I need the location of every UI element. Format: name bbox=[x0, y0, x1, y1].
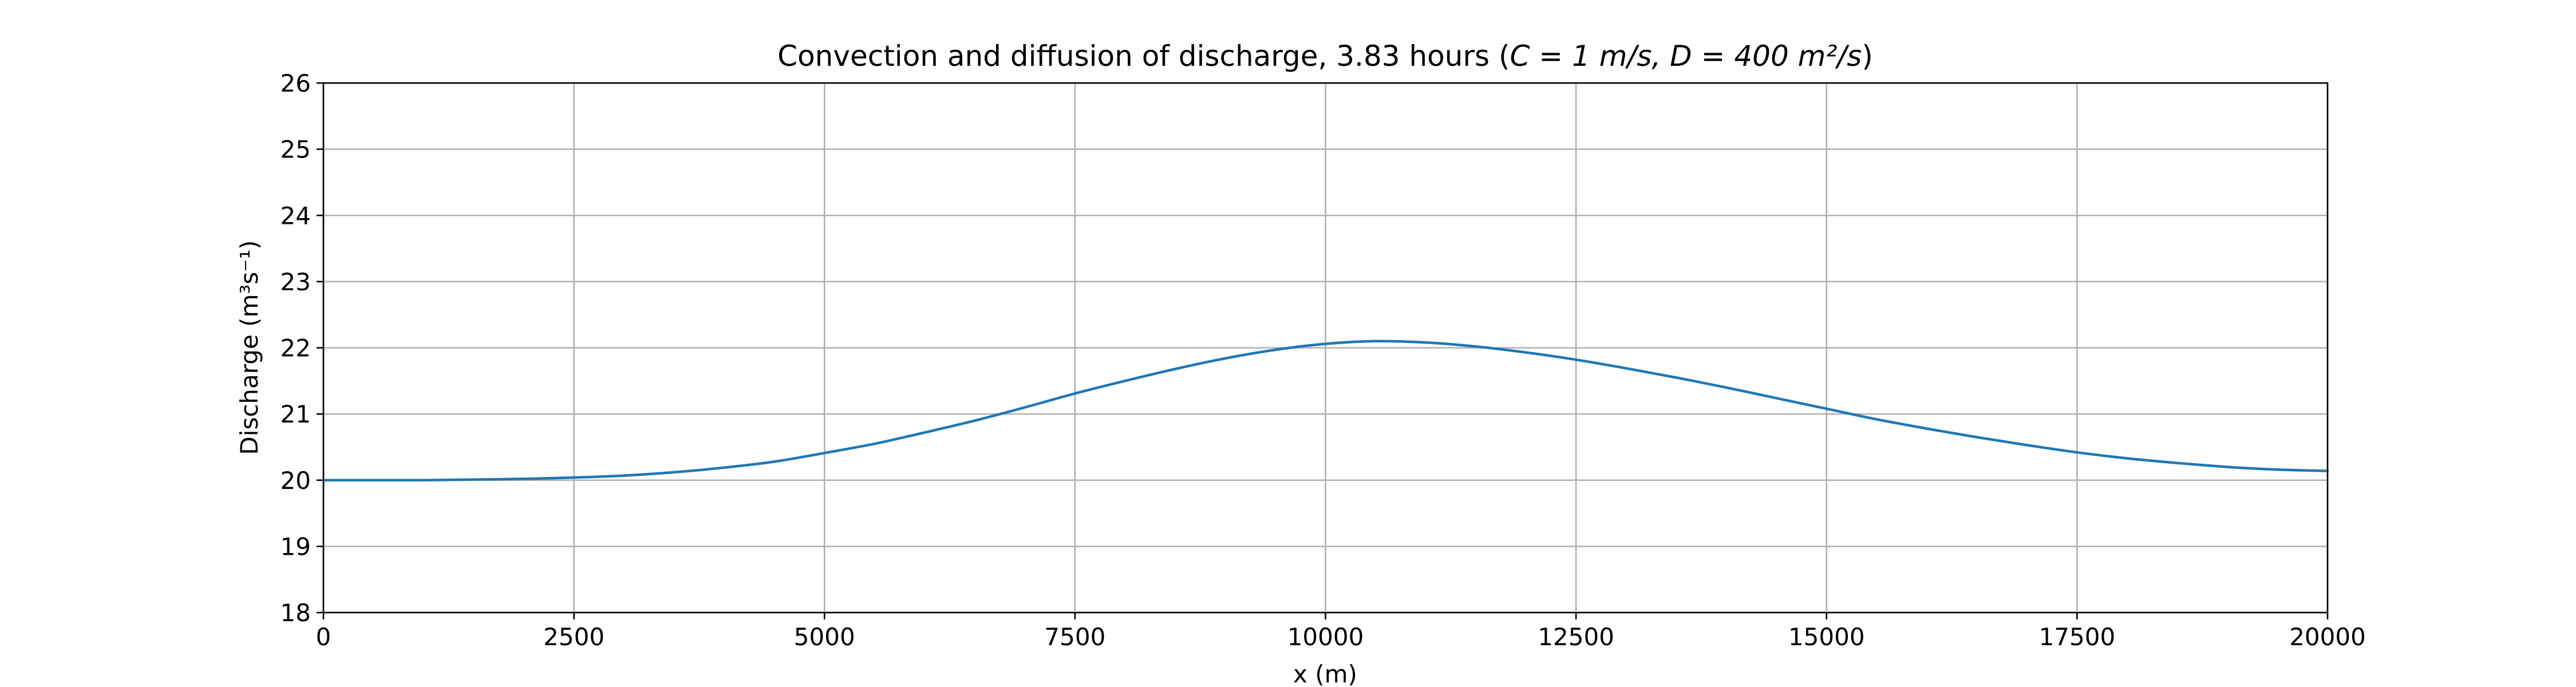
x-axis-ticks: 0 2500 5000 7500 10000 12500 15000 17500 20000 bbox=[316, 613, 2366, 651]
x-tick-label: 15000 bbox=[1788, 623, 1865, 651]
y-tick-label: 26 bbox=[280, 69, 311, 97]
chart-title-close: ) bbox=[1862, 40, 1873, 73]
y-axis-ticks: 18 19 20 21 22 23 24 25 26 bbox=[280, 69, 323, 627]
y-tick-label: 19 bbox=[280, 532, 311, 560]
series-line bbox=[322, 339, 2329, 482]
y-axis-label: Discharge (m³s⁻¹) bbox=[235, 240, 263, 455]
plot-area bbox=[322, 339, 2329, 482]
x-tick-label: 12500 bbox=[1538, 623, 1614, 651]
y-tick-label: 20 bbox=[280, 467, 311, 495]
grid bbox=[322, 82, 2329, 614]
y-tick-label: 21 bbox=[280, 400, 311, 428]
y-tick-label: 24 bbox=[280, 202, 311, 230]
x-tick-label: 2500 bbox=[543, 623, 605, 651]
x-tick-label: 10000 bbox=[1287, 623, 1364, 651]
chart-title: Convection and diffusion of discharge, 3… bbox=[777, 40, 1873, 73]
chart-title-main: Convection and diffusion of discharge, 3… bbox=[777, 40, 1510, 73]
x-axis-label: x (m) bbox=[1293, 660, 1357, 687]
y-tick-label: 25 bbox=[280, 136, 311, 164]
x-tick-label: 7500 bbox=[1044, 623, 1105, 651]
x-tick-label: 17500 bbox=[2039, 623, 2116, 651]
chart-title-math: C = 1 m/s, D = 400 m²/s bbox=[1510, 40, 1862, 73]
x-tick-label: 20000 bbox=[2289, 623, 2366, 651]
y-tick-label: 18 bbox=[280, 599, 311, 627]
x-tick-label: 0 bbox=[316, 623, 331, 651]
y-tick-label: 22 bbox=[280, 334, 311, 362]
x-tick-label: 5000 bbox=[794, 623, 855, 651]
y-tick-label: 23 bbox=[280, 268, 311, 296]
